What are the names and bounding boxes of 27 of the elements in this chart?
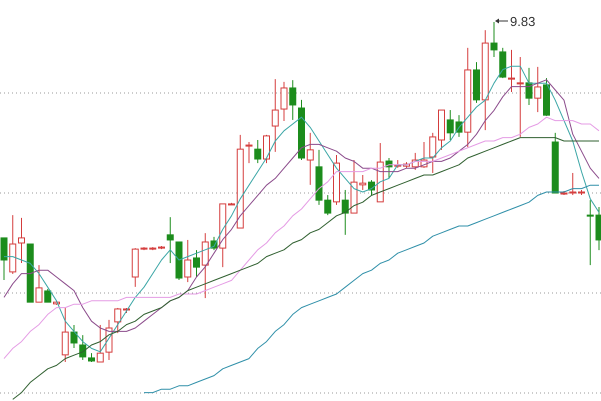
annotation: 9.83 [510, 14, 536, 29]
candlestick [18, 217, 25, 264]
candlestick [96, 324, 104, 362]
candlestick [280, 81, 288, 122]
candlestick [534, 66, 542, 113]
candlestick [0, 237, 8, 281]
candlestick [490, 22, 498, 58]
candlestick [70, 324, 78, 349]
candlestick [263, 134, 270, 164]
candlestick [166, 216, 174, 264]
candlestick [193, 250, 200, 278]
candlestick [359, 174, 366, 190]
candlestick [306, 132, 314, 186]
candlestick [324, 194, 332, 216]
candlestick [36, 264, 42, 303]
candlestick [79, 334, 86, 360]
candlestick [342, 189, 349, 236]
candlestick [246, 142, 252, 164]
candlestick [44, 288, 52, 303]
candlestick [202, 232, 209, 299]
candlestick [254, 139, 262, 164]
candlestick [516, 56, 524, 138]
candlestick [184, 239, 192, 283]
candlestick [272, 78, 279, 152]
candlestick [508, 49, 515, 93]
candlestick [62, 307, 69, 362]
candlestick [289, 80, 296, 120]
